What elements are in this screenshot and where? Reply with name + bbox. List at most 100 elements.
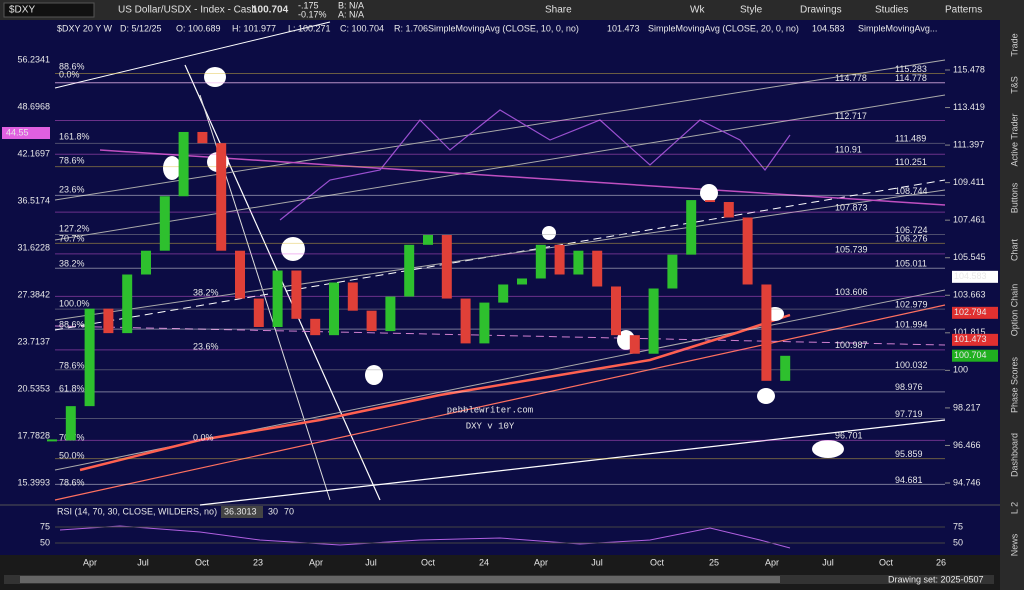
price-flag bbox=[952, 270, 998, 283]
x-axis-label: Oct bbox=[421, 557, 436, 567]
price-flag bbox=[952, 306, 998, 319]
x-axis-label: Apr bbox=[309, 557, 323, 567]
header-date: D: 5/12/25 bbox=[120, 23, 162, 33]
header-range: R: 1.706 bbox=[394, 23, 428, 33]
candle bbox=[291, 270, 302, 319]
toolbar-button[interactable]: Style bbox=[740, 5, 763, 16]
fib-percent: 161.8% bbox=[59, 131, 90, 141]
right-axis-label: 103.663 bbox=[953, 290, 986, 300]
fib-price: 101.994 bbox=[895, 320, 928, 330]
candle bbox=[385, 296, 396, 332]
trend-line bbox=[54, 189, 946, 321]
fib-percent: 78.6% bbox=[59, 477, 85, 487]
candle bbox=[535, 244, 546, 279]
candle bbox=[178, 131, 189, 197]
fib-price: 103.606 bbox=[835, 287, 868, 297]
toolbar bbox=[0, 0, 1024, 20]
candle bbox=[742, 217, 753, 285]
right-axis-label: 94.746 bbox=[953, 477, 981, 487]
price-flag bbox=[952, 333, 998, 346]
rsi-label: RSI (14, 70, 30, CLOSE, WILDERS, no) bbox=[57, 506, 217, 516]
overlay-line bbox=[279, 109, 791, 221]
fib-price: 98.976 bbox=[895, 382, 923, 392]
price-flag-label: 104.583 bbox=[954, 271, 987, 281]
fib-price: 97.719 bbox=[895, 409, 923, 419]
fib-price: 114.778 bbox=[895, 73, 927, 83]
header-symbol: $DXY 20 Y W bbox=[57, 23, 113, 33]
fib-percent: 0.0% bbox=[193, 432, 214, 442]
fib-price: 105.739 bbox=[835, 244, 868, 254]
left-axis-label: 56.2341 bbox=[17, 54, 50, 64]
fib-percent: 38.2% bbox=[59, 258, 85, 268]
marker bbox=[163, 156, 181, 180]
fib-price: 106.724 bbox=[895, 225, 928, 235]
side-tab[interactable]: News bbox=[1009, 533, 1019, 556]
right-axis-label: 105.545 bbox=[953, 252, 986, 262]
right-axis-label: 100 bbox=[953, 365, 968, 375]
marker bbox=[204, 67, 226, 87]
x-axis-label: Jul bbox=[137, 557, 149, 567]
side-tab[interactable]: Trade bbox=[1009, 33, 1019, 56]
side-tab[interactable]: Buttons bbox=[1009, 182, 1019, 213]
candle bbox=[366, 310, 377, 332]
rsi-line bbox=[59, 525, 791, 549]
header-sma20-label: SimpleMovingAvg (CLOSE, 20, 0, no) bbox=[648, 23, 799, 33]
trend-line bbox=[54, 59, 946, 201]
footer: Drawing set: 2025-0507 bbox=[888, 574, 984, 584]
left-axis-label: 15.3993 bbox=[17, 477, 50, 487]
header-low: L: 100.271 bbox=[288, 23, 331, 33]
symbol[interactable]: $DXY bbox=[9, 5, 35, 16]
candle bbox=[667, 254, 678, 289]
fib-price: 105.011 bbox=[895, 259, 927, 269]
toolbar-button[interactable]: Patterns bbox=[945, 5, 982, 16]
price-flag-label: 101.473 bbox=[954, 334, 987, 344]
toolbar-button[interactable]: Share bbox=[545, 5, 572, 16]
side-tab[interactable]: T&S bbox=[1009, 76, 1019, 94]
side-tab[interactable]: L 2 bbox=[1009, 502, 1019, 514]
left-axis-label: 27.3842 bbox=[17, 289, 50, 299]
marker bbox=[757, 388, 775, 404]
candle bbox=[423, 235, 433, 245]
fib-price: 95.859 bbox=[895, 449, 923, 459]
candle bbox=[780, 355, 791, 381]
fib-price: 100.987 bbox=[835, 340, 868, 350]
marker bbox=[281, 237, 305, 261]
marker bbox=[542, 226, 556, 240]
scroll-thumb[interactable] bbox=[20, 576, 780, 583]
fib-percent: 23.6% bbox=[193, 341, 219, 351]
right-axis-label: 107.461 bbox=[953, 215, 986, 225]
x-axis-label: Jul bbox=[365, 557, 377, 567]
marker bbox=[700, 184, 718, 202]
trend-line bbox=[54, 304, 946, 501]
marker bbox=[812, 440, 844, 458]
trend-line bbox=[54, 325, 946, 346]
fib-percent: 78.6% bbox=[59, 155, 85, 165]
fib-percent: 88.6% bbox=[59, 319, 85, 329]
side-tab[interactable]: Option Chain bbox=[1009, 284, 1019, 337]
candle bbox=[648, 288, 659, 354]
x-axis-label: Oct bbox=[879, 557, 894, 567]
candle bbox=[329, 282, 339, 336]
toolbar-button[interactable]: Studies bbox=[875, 5, 908, 16]
fib-price: 115.283 bbox=[895, 64, 927, 74]
toolbar-button[interactable]: Drawings bbox=[800, 5, 842, 16]
trend-line bbox=[54, 94, 946, 241]
right-axis-label: 96.466 bbox=[953, 440, 981, 450]
toolbar-button[interactable]: Wk bbox=[690, 5, 705, 16]
fib-price: 102.979 bbox=[895, 299, 928, 309]
right-axis-label: 98.217 bbox=[953, 402, 981, 412]
header-sma10-value: 101.473 bbox=[607, 23, 640, 33]
side-tab[interactable]: Chart bbox=[1009, 239, 1019, 262]
last-price: 100.704 bbox=[252, 5, 289, 16]
symbol-box[interactable] bbox=[3, 2, 95, 18]
candle bbox=[611, 286, 621, 336]
x-axis-label: 26 bbox=[936, 557, 946, 567]
rsi-level: 30 bbox=[268, 506, 278, 516]
watermark: pebblewriter.com bbox=[447, 405, 533, 415]
x-axis-label: 25 bbox=[709, 557, 719, 567]
header-sma-more: SimpleMovingAvg... bbox=[858, 23, 937, 33]
candle bbox=[761, 284, 772, 381]
side-tab[interactable]: Active Trader bbox=[1009, 113, 1019, 166]
side-tab[interactable]: Dashboard bbox=[1009, 433, 1019, 477]
side-tab[interactable]: Phase Scores bbox=[1009, 356, 1019, 413]
